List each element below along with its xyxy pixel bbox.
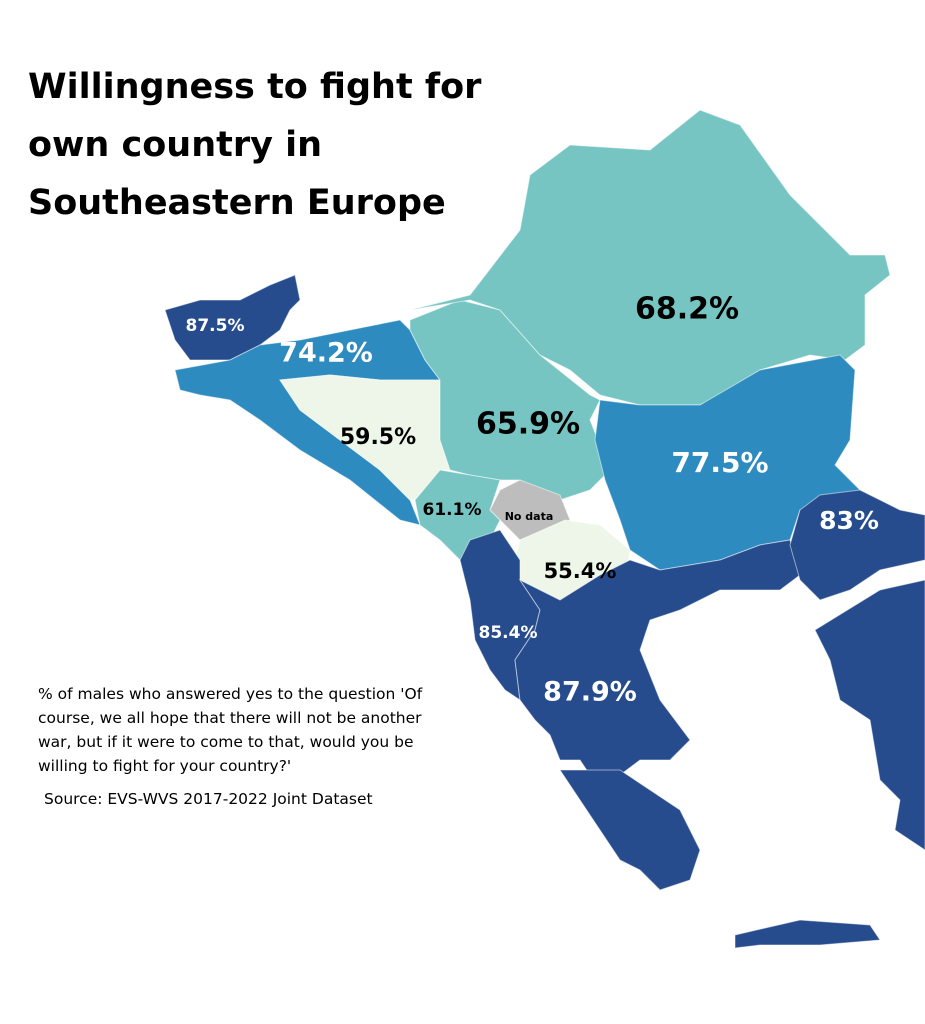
source: Source: EVS-WVS 2017-2022 Joint Dataset	[44, 790, 373, 808]
region-label: 77.5%	[671, 446, 768, 479]
region-label: 74.2%	[279, 338, 373, 369]
region-label: 87.5%	[186, 316, 245, 336]
region-label: 61.1%	[423, 500, 482, 520]
region-label: 83%	[819, 506, 879, 535]
region-label: 68.2%	[635, 292, 739, 327]
map-title: Willingness to fight for own country in …	[28, 67, 482, 223]
region-label: 55.4%	[544, 559, 617, 583]
region-label: No data	[505, 510, 554, 523]
region	[559, 769, 701, 891]
region-label: 59.5%	[340, 425, 416, 450]
region	[409, 109, 891, 406]
region	[789, 489, 925, 601]
region-label: 87.9%	[543, 677, 637, 708]
region	[514, 539, 801, 791]
region	[164, 274, 301, 361]
region-label: 65.9%	[476, 407, 580, 442]
region-label: 85.4%	[479, 623, 538, 643]
region	[814, 579, 925, 851]
description: % of males who answered yes to the quest…	[38, 685, 423, 775]
region	[734, 919, 881, 949]
